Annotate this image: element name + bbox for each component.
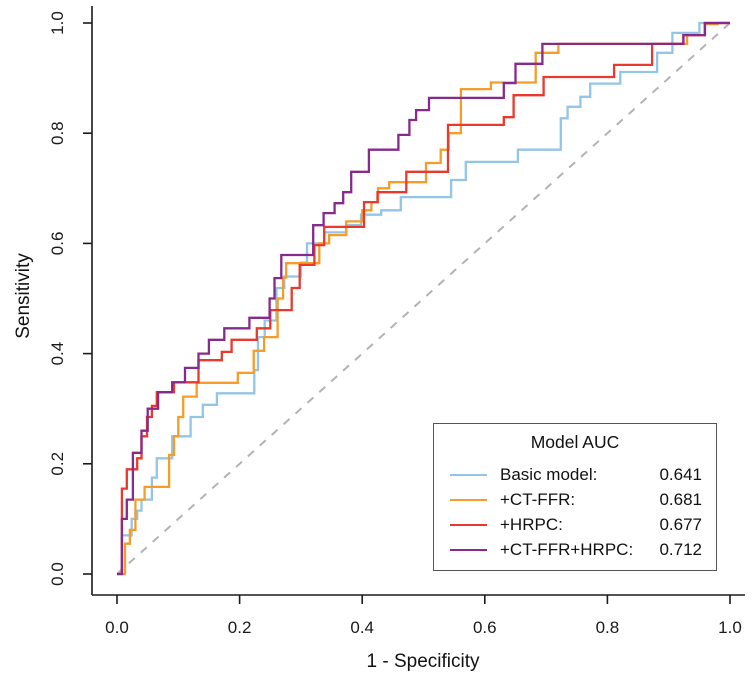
x-tick-label: 0.8	[596, 618, 620, 637]
y-tick-label: 0.8	[48, 121, 67, 145]
legend-row: +CT-FFR+HRPC: 0.712	[434, 537, 716, 562]
y-tick-label: 0.4	[48, 342, 67, 366]
legend-item-label: +HRPC:	[500, 514, 563, 534]
y-tick-label: 1.0	[48, 11, 67, 35]
y-tick-label: 0.6	[48, 232, 67, 256]
legend-row: Basic model: 0.641	[434, 463, 716, 488]
x-tick-label: 0.6	[473, 618, 497, 637]
legend-item-auc-value: 0.712	[659, 539, 702, 559]
x-tick-label: 0.4	[350, 618, 374, 637]
legend-line-swatch	[450, 548, 487, 551]
x-tick-label: 0.0	[105, 618, 129, 637]
x-tick-label: 0.2	[228, 618, 252, 637]
legend-row: +CT-FFR: 0.681	[434, 488, 716, 513]
legend-item-label: +CT-FFR+HRPC:	[500, 539, 634, 559]
legend-line-swatch	[450, 523, 487, 526]
legend-item-label: Basic model:	[500, 465, 598, 485]
legend-item-label: +CT-FFR:	[500, 490, 576, 510]
y-tick-label: 0.0	[48, 562, 67, 586]
legend-item-auc-value: 0.641	[659, 465, 702, 485]
legend-line-swatch	[450, 499, 487, 502]
legend-item-auc-value: 0.677	[659, 514, 702, 534]
y-axis-title: Sensitivity	[13, 253, 34, 339]
roc-curve-basic-model	[117, 21, 730, 576]
legend-title: Model AUC	[530, 432, 620, 452]
roc-curve-ct-ffr-hrpc	[117, 21, 730, 576]
legend-item-auc-value: 0.681	[659, 490, 702, 510]
legend-box: Model AUC Basic model: 0.641 +CT-FFR: 0.681…	[433, 423, 717, 571]
y-tick-label: 0.2	[48, 452, 67, 476]
legend-rows: Basic model: 0.641 +CT-FFR: 0.681 +HRPC: 0.67…	[434, 463, 716, 562]
x-tick-label: 1.0	[718, 618, 742, 637]
legend-row: +HRPC: 0.677	[434, 513, 716, 538]
x-axis-title: 1 - Specificity	[366, 651, 480, 672]
legend-line-swatch	[450, 474, 487, 477]
